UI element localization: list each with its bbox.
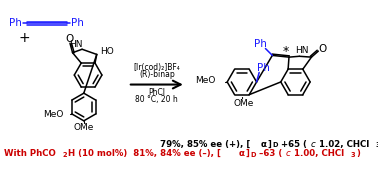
Text: Ph: Ph [254,39,267,49]
Text: D: D [272,142,278,148]
Text: With PhCO: With PhCO [4,149,56,158]
Text: 3: 3 [351,152,355,158]
Text: O: O [65,34,73,44]
Text: OMe: OMe [234,99,254,108]
Text: c: c [286,149,291,158]
Text: HO: HO [100,47,114,56]
Text: MeO: MeO [195,76,215,85]
Text: c: c [311,140,316,149]
Text: 1.00, CHCl: 1.00, CHCl [291,149,344,158]
Text: 1.02, CHCl: 1.02, CHCl [316,140,369,149]
Text: +: + [19,31,30,45]
Text: ]: ] [246,149,250,158]
Text: –63 (: –63 ( [256,149,283,158]
Text: Ph: Ph [257,63,270,73]
Text: H (10 mol%)  81%, 84% ee (–), [: H (10 mol%) 81%, 84% ee (–), [ [68,149,220,158]
Text: [Ir(cod)₂]BF₄: [Ir(cod)₂]BF₄ [133,63,180,72]
Text: 80 °C, 20 h: 80 °C, 20 h [135,95,178,104]
Text: O: O [319,44,327,54]
Text: HN: HN [69,40,83,49]
Text: (R)-binap: (R)-binap [139,70,175,79]
Text: 3: 3 [376,142,378,148]
Text: ]: ] [268,140,272,149]
Text: *: * [282,45,289,58]
Text: HN: HN [295,46,309,55]
Text: ): ) [356,149,360,158]
Text: Ph: Ph [71,18,84,28]
Text: MeO: MeO [43,110,63,119]
Text: 2: 2 [62,152,67,158]
Text: PhCl: PhCl [148,88,165,97]
Text: α: α [239,149,245,158]
Text: D: D [250,152,256,158]
Text: OMe: OMe [74,123,94,132]
Text: Ph: Ph [9,18,22,28]
Text: 79%, 85% ee (+), [: 79%, 85% ee (+), [ [160,140,250,149]
Text: +65 (: +65 ( [278,140,307,149]
Text: α: α [261,140,267,149]
